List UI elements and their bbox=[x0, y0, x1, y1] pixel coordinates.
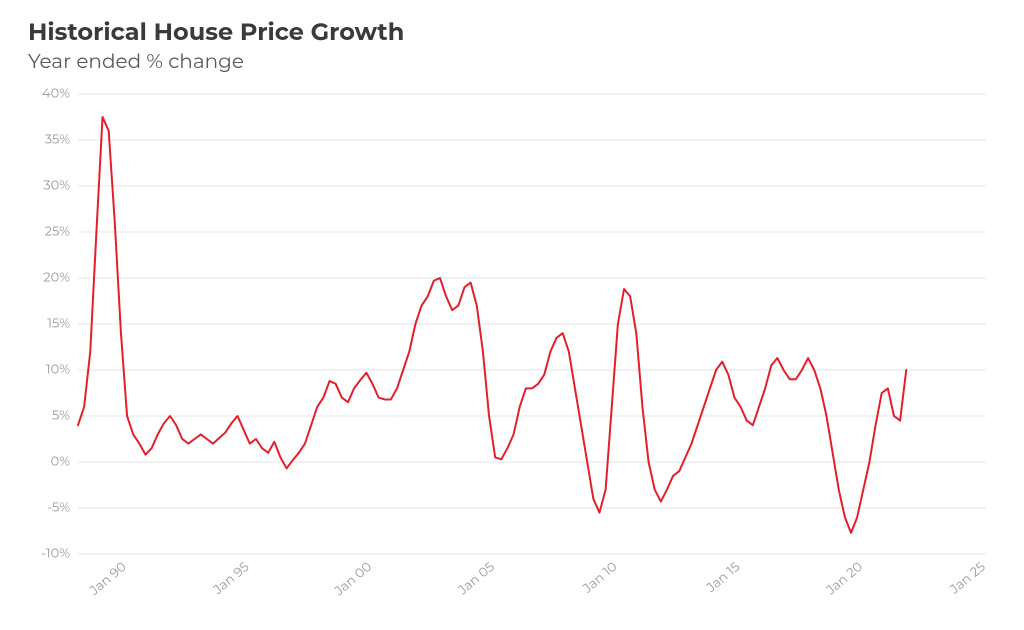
series-line-house-price-growth bbox=[78, 117, 906, 533]
x-axis-tick-label: Jan 20 bbox=[822, 559, 865, 599]
x-axis-tick-label: Jan 25 bbox=[946, 559, 989, 598]
x-axis-tick-label: Jan 15 bbox=[703, 559, 743, 597]
y-axis-tick-label: 10% bbox=[46, 361, 70, 377]
y-axis-tick-label: 30% bbox=[43, 177, 70, 193]
y-axis-tick-label: 0% bbox=[51, 453, 71, 469]
y-axis-tick-label: -10% bbox=[41, 545, 70, 561]
y-axis-tick-label: -5% bbox=[47, 499, 70, 515]
x-axis-tick-label: Jan 00 bbox=[331, 559, 375, 600]
chart-subtitle: Year ended % change bbox=[28, 50, 996, 75]
chart-plot-area: -10% -5% 0% 5% 10% 15% 20% 25% 30% 35% 40% Jan 90 Ja… bbox=[28, 88, 996, 610]
chart-title: Historical House Price Growth bbox=[28, 18, 996, 48]
y-axis-tick-label: 40% bbox=[42, 88, 70, 101]
x-axis-tick-label: Jan 05 bbox=[454, 559, 497, 599]
y-axis-tick-label: 15% bbox=[47, 315, 70, 331]
x-axis-tick-label: Jan 90 bbox=[86, 559, 130, 599]
x-axis-tick-label: Jan 95 bbox=[209, 559, 252, 599]
y-axis-tick-label: 20% bbox=[43, 269, 70, 285]
line-chart-svg: -10% -5% 0% 5% 10% 15% 20% 25% 30% 35% 40% Jan 90 Ja… bbox=[28, 88, 996, 610]
x-axis-tick-label: Jan 10 bbox=[579, 559, 620, 597]
y-axis-tick-label: 35% bbox=[45, 131, 70, 147]
y-axis-tick-label: 25% bbox=[45, 223, 71, 239]
chart-container: Historical House Price Growth Year ended… bbox=[0, 0, 1024, 630]
y-axis-tick-label: 5% bbox=[52, 407, 70, 423]
